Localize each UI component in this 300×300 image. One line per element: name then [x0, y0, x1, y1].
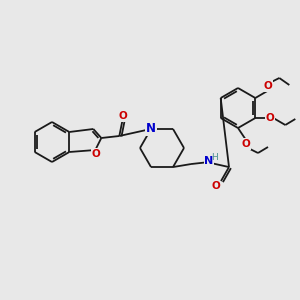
Text: N: N: [146, 122, 156, 135]
Text: O: O: [242, 139, 250, 149]
Text: O: O: [264, 81, 273, 91]
Text: O: O: [212, 181, 220, 191]
Text: N: N: [204, 156, 214, 166]
Text: O: O: [119, 111, 128, 121]
Text: O: O: [266, 113, 275, 123]
Text: O: O: [92, 149, 101, 159]
Text: H: H: [211, 153, 218, 162]
